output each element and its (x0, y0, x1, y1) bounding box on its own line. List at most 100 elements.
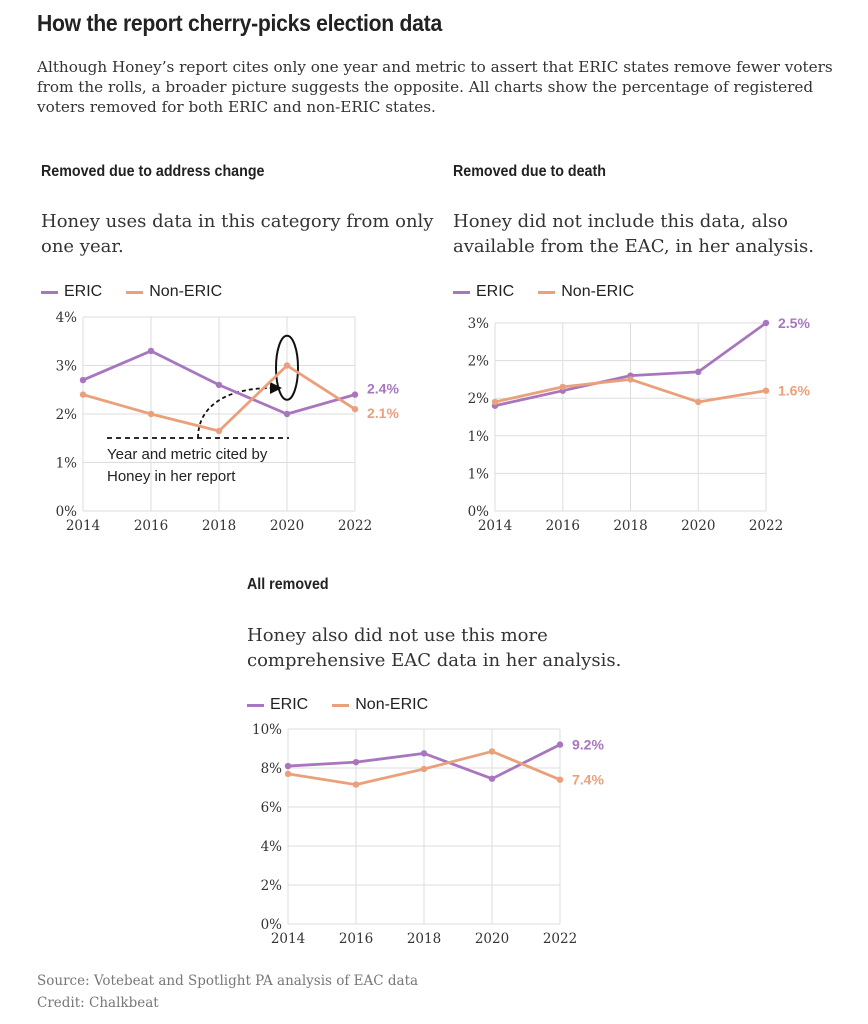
y-tick-label: 2% (468, 354, 490, 370)
chart-description-death: Honey did not include this data, also av… (453, 211, 814, 257)
legend-address: ERIC Non-ERIC (41, 283, 246, 301)
legend-item-eric: ERIC (453, 283, 514, 301)
legend-swatch-non-eric (538, 290, 556, 294)
data-point (79, 391, 87, 398)
data-point (147, 347, 155, 355)
x-tick-label: 2020 (475, 931, 509, 947)
end-label-non-eric: 2.1% (367, 405, 399, 421)
y-tick-label: 6% (261, 800, 283, 816)
y-tick-label: 0% (468, 504, 490, 520)
data-point (351, 391, 359, 398)
data-point (283, 362, 291, 369)
x-tick-label: 2016 (134, 518, 168, 534)
data-point (556, 776, 564, 783)
x-tick-label: 2022 (543, 931, 577, 947)
data-point (420, 765, 428, 773)
legend-swatch-eric (453, 290, 470, 294)
legend-all: ERIC Non-ERIC (247, 696, 452, 714)
chart-title-all: All removed (247, 576, 329, 593)
end-label-eric: 2.5% (778, 315, 810, 331)
data-point (559, 383, 566, 391)
data-point (352, 758, 360, 766)
x-tick-label: 2020 (270, 518, 304, 534)
annotation-arrow (197, 387, 273, 439)
data-point (556, 741, 564, 748)
x-tick-label: 2018 (407, 931, 441, 947)
y-tick-label: 0% (261, 917, 283, 933)
end-label-non-eric: 7.4% (572, 772, 604, 788)
legend-label-eric: ERIC (270, 696, 309, 713)
data-point (215, 427, 223, 435)
legend-death: ERIC Non-ERIC (453, 283, 658, 301)
data-point (420, 750, 428, 757)
data-point (352, 781, 360, 788)
legend-label-non-eric: Non-ERIC (561, 283, 635, 300)
legend-item-non-eric: Non-ERIC (126, 283, 222, 301)
legend-item-non-eric: Non-ERIC (538, 283, 634, 301)
y-tick-label: 1% (56, 456, 78, 472)
x-tick-label: 2022 (749, 518, 783, 534)
data-point (488, 775, 496, 782)
data-point (284, 762, 292, 770)
legend-item-eric: ERIC (247, 696, 308, 714)
data-point (79, 376, 87, 384)
legend-item-non-eric: Non-ERIC (332, 696, 428, 714)
data-point (147, 410, 155, 418)
chart-title-address: Removed due to address change (41, 163, 265, 180)
annotation-text: Honey in her report (107, 468, 236, 485)
legend-label-eric: ERIC (476, 283, 515, 300)
x-tick-label: 2018 (613, 518, 647, 534)
x-tick-label: 2014 (66, 518, 100, 534)
legend-label-non-eric: Non-ERIC (149, 283, 223, 300)
x-tick-label: 2016 (546, 518, 580, 534)
chart-title-death: Removed due to death (453, 163, 606, 180)
credit-note: Credit: Chalkbeat (37, 995, 159, 1011)
legend-label-non-eric: Non-ERIC (355, 696, 429, 713)
y-tick-label: 1% (468, 429, 490, 445)
legend-swatch-eric (41, 290, 58, 294)
data-point (215, 381, 223, 389)
data-point (695, 368, 702, 376)
data-point (695, 398, 702, 406)
data-point (351, 405, 359, 413)
data-point (627, 376, 634, 383)
chart-description-address: Honey uses data in this category from on… (41, 211, 434, 257)
page-title: How the report cherry-picks election dat… (37, 10, 442, 36)
y-tick-label: 8% (261, 761, 283, 777)
x-tick-label: 2016 (339, 931, 373, 947)
legend-swatch-non-eric (332, 703, 350, 707)
legend-swatch-non-eric (126, 290, 144, 294)
data-point (762, 319, 770, 327)
data-point (284, 770, 292, 778)
legend-item-eric: ERIC (41, 283, 102, 301)
annotation-text: Year and metric cited by (107, 446, 268, 463)
y-tick-label: 4% (261, 839, 283, 855)
legend-label-eric: ERIC (64, 283, 103, 300)
x-tick-label: 2022 (338, 518, 372, 534)
end-label-eric: 9.2% (572, 737, 604, 753)
end-label-non-eric: 1.6% (778, 383, 810, 399)
x-tick-label: 2014 (478, 518, 512, 534)
end-label-eric: 2.4% (367, 381, 399, 397)
chart-description-all: Honey also did not use this more compreh… (247, 625, 622, 671)
annotation-highlight-circle (275, 334, 299, 401)
annotation-arrowhead (270, 382, 282, 394)
y-tick-label: 0% (56, 504, 78, 520)
y-tick-label: 2% (261, 878, 283, 894)
x-tick-label: 2014 (271, 931, 305, 947)
x-tick-label: 2018 (202, 518, 236, 534)
y-tick-label: 2% (56, 407, 78, 423)
data-point (491, 398, 499, 406)
data-point (762, 387, 770, 394)
y-tick-label: 1% (468, 466, 490, 482)
source-note: Source: Votebeat and Spotlight PA analys… (37, 973, 419, 989)
page-subtitle: Although Honey’s report cites only one y… (37, 58, 833, 116)
y-tick-label: 3% (56, 359, 78, 375)
legend-swatch-eric (247, 703, 264, 707)
y-tick-label: 10% (252, 722, 282, 738)
data-point (283, 410, 291, 418)
y-tick-label: 2% (468, 391, 490, 407)
